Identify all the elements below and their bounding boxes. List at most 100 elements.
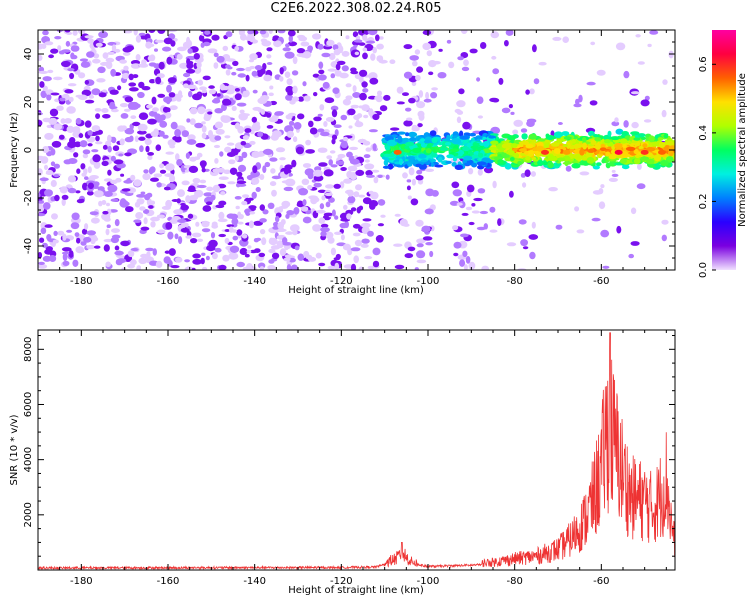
spectrogram-echo-cell [430, 162, 435, 167]
spectrogram-cell [254, 65, 263, 71]
spectrogram-cell [383, 94, 391, 101]
spectrogram-cell [185, 235, 192, 239]
spectrogram-cell [232, 235, 239, 241]
spectrogram-cell [320, 226, 330, 233]
spectrogram-cell [600, 184, 605, 189]
spectrogram-cell [406, 117, 413, 121]
spectrogram-cell [416, 259, 427, 264]
spectrogram-cell [228, 85, 234, 91]
spectrogram-echo-cell [501, 143, 511, 149]
spectrogram-cell [404, 253, 414, 259]
spectrogram-cell [193, 53, 200, 60]
spectrogram-cell [220, 191, 226, 196]
spectrogram-cell [424, 208, 434, 215]
spectrogram-cell [258, 252, 266, 258]
spectrogram-cell [317, 128, 325, 133]
spectrogram-cell [218, 176, 229, 180]
spectrogram-cell [611, 169, 616, 173]
spectrogram-echo-cell [579, 148, 585, 156]
spectrogram-cell [143, 169, 149, 174]
spectrogram-cell [360, 222, 371, 228]
spectrogram-cell [355, 119, 360, 127]
spectrogram-cell [139, 145, 144, 153]
spectrogram-cell [294, 245, 300, 251]
spectrogram-cell [179, 62, 189, 69]
spectrogram-cell [290, 264, 298, 270]
spectrogram-cell [44, 164, 48, 170]
spectrogram-cell [377, 199, 386, 206]
spectrogram-cell [320, 223, 329, 228]
spectrogram-cell [166, 56, 173, 65]
spectrogram-cell [340, 167, 347, 171]
chart-title: C2E6.2022.308.02.24.R05 [270, 1, 442, 16]
spectrogram-cell [416, 250, 426, 259]
spectrogram-cell [123, 108, 131, 112]
spectrogram-cell [158, 130, 165, 137]
spectrogram-cell [462, 121, 471, 130]
spectrogram-cell [251, 191, 257, 199]
spectrogram-cell [368, 129, 378, 133]
spectrogram-cell [100, 61, 110, 66]
spectrogram-cell [327, 68, 337, 72]
spectrogram-cell [61, 95, 67, 98]
spectrogram-cell [589, 100, 598, 106]
spectrogram-cell [510, 111, 515, 115]
spectrogram-cell [143, 209, 150, 214]
spectrogram-echo-cell [399, 158, 403, 166]
spectrogram-cell [146, 104, 153, 109]
spectrogram-cell [81, 89, 92, 97]
spectrogram-echo-cell [633, 158, 641, 165]
spectrogram-cell [313, 92, 318, 97]
spectrogram-cell [548, 187, 558, 192]
spectrogram-cell [335, 253, 341, 260]
spectrogram-cell [101, 200, 107, 205]
spectrogram-cell [135, 212, 144, 219]
spectrogram-echo-cell [621, 164, 630, 170]
spectrogram-echo-cell [640, 156, 650, 161]
spectrogram-cell [224, 135, 231, 139]
spectrogram-peak-cell [640, 149, 649, 155]
spectrogram-echo-cell [519, 148, 527, 153]
spectrogram-cell [422, 42, 432, 51]
spectrogram-cell [228, 252, 239, 260]
spectrogram-cell [318, 162, 328, 167]
spectrogram-echo-cell [499, 146, 505, 152]
spectrogram-cell [82, 149, 91, 155]
spectrogram-cell [194, 122, 204, 129]
spectrogram-cell [80, 163, 86, 170]
spectrogram-cell [217, 218, 228, 223]
spectrogram-echo-cell [610, 136, 620, 141]
spectrogram-cell [120, 113, 129, 119]
spectrogram-cell [184, 259, 191, 263]
spectrogram-echo-cell [562, 161, 572, 165]
spectrogram-cell [75, 190, 81, 194]
spectrogram-cell [236, 171, 243, 177]
spectrogram-cell [479, 210, 488, 215]
spectrogram-cell [331, 134, 338, 140]
spectrogram-echo-cell [573, 153, 584, 161]
spectrogram-cell [224, 146, 232, 153]
spectrogram-cell [86, 244, 96, 250]
spectrogram-cell [408, 97, 416, 104]
spectrogram-cell [359, 69, 368, 77]
spectrogram-cell [416, 66, 424, 73]
spectrogram-cell [334, 215, 339, 220]
spectrogram-cell [61, 60, 71, 68]
spectrogram-cell [259, 266, 265, 270]
spectrogram-cell [56, 105, 64, 111]
spectrogram-cell [289, 257, 296, 263]
spectrogram-cell [140, 253, 149, 259]
spectrogram-cell [318, 74, 327, 81]
spectrogram-cell [73, 152, 79, 158]
spectrogram-cell [130, 174, 136, 181]
spectrogram-cell [598, 201, 606, 209]
spectrogram-cell [107, 145, 112, 153]
spectrogram-cell [257, 131, 264, 138]
spectrogram-cell [242, 194, 250, 199]
spectrogram-cell [91, 88, 101, 96]
spectrogram-cell [429, 250, 434, 258]
spectrogram-cell [38, 261, 45, 265]
spectrogram-cell [165, 151, 174, 155]
spectrogram-cell [207, 48, 218, 54]
spectrogram-cell [212, 168, 222, 174]
